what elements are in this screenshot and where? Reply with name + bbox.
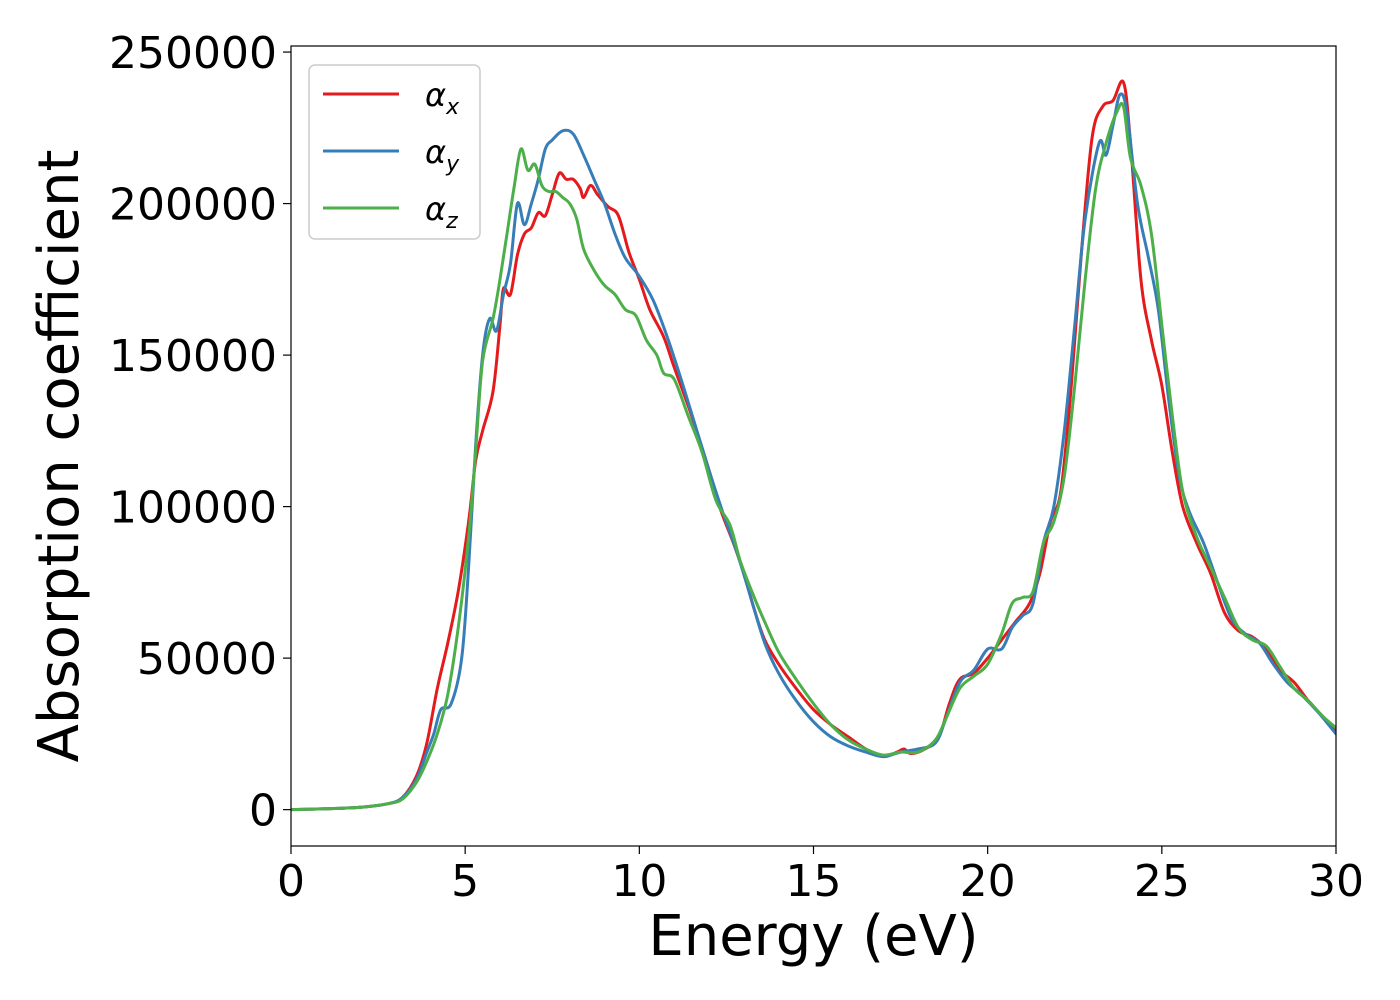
- x-axis-ticks: 0 5 10 15 20 25 30: [277, 846, 1364, 907]
- y-axis-ticks: 0 50000 100000 150000 200000 250000: [109, 28, 291, 837]
- x-axis-label: Energy (eV): [648, 904, 978, 969]
- series-line-alpha-y: [291, 92, 1336, 812]
- x-tick-label: 30: [1308, 856, 1364, 907]
- y-tick-label: 150000: [109, 331, 277, 382]
- y-tick-label: 50000: [137, 634, 277, 685]
- x-tick-label: 15: [786, 856, 842, 907]
- x-tick-label: 0: [277, 856, 305, 907]
- x-tick-label: 10: [611, 856, 667, 907]
- x-tick-label: 25: [1134, 856, 1190, 907]
- x-tick-label: 5: [451, 856, 479, 907]
- y-tick-label: 250000: [109, 28, 277, 79]
- y-tick-label: 100000: [109, 483, 277, 534]
- x-tick-label: 20: [960, 856, 1016, 907]
- y-tick-label: 0: [249, 786, 277, 837]
- y-tick-label: 200000: [109, 180, 277, 231]
- series-line-alpha-z: [291, 101, 1336, 812]
- series-layer: [291, 79, 1336, 812]
- y-axis-label: Absorption coefficient: [27, 150, 92, 763]
